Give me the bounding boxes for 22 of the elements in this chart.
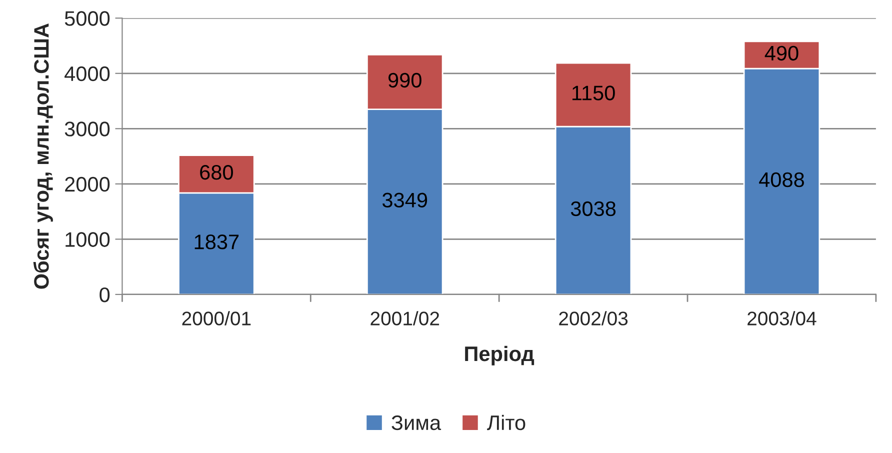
y-tick-label: 2000 bbox=[65, 176, 110, 192]
y-tick-label: 0 bbox=[100, 287, 110, 302]
data-label: 1150 bbox=[572, 86, 615, 100]
legend-label: Літо bbox=[487, 414, 526, 430]
data-label: 680 bbox=[200, 164, 233, 180]
y-axis-title: Обсяг угод, млн.дол.США bbox=[33, 23, 53, 289]
data-label: 990 bbox=[388, 72, 422, 88]
x-tick-label: 2000/01 bbox=[182, 311, 251, 326]
data-label: 3038 bbox=[570, 201, 616, 216]
data-label: 4088 bbox=[759, 172, 804, 188]
x-tick-label: 2003/04 bbox=[748, 311, 816, 326]
y-tick-label: 3000 bbox=[64, 122, 110, 136]
x-tick-label: 2001/02 bbox=[370, 311, 440, 326]
y-tick-label: 5000 bbox=[64, 11, 110, 26]
x-tick-label: 2002/03 bbox=[559, 311, 628, 326]
data-label: 1837 bbox=[194, 234, 239, 250]
data-label: 3349 bbox=[382, 192, 428, 208]
x-axis-title: Період bbox=[465, 346, 534, 366]
y-tick-label: 4000 bbox=[64, 66, 110, 82]
legend-label: Зима bbox=[392, 415, 442, 430]
data-label: 490 bbox=[764, 46, 798, 61]
y-tick-label: 1000 bbox=[66, 232, 110, 247]
